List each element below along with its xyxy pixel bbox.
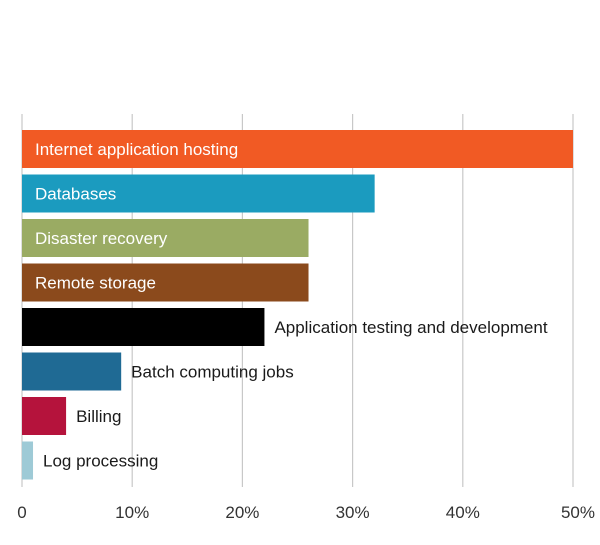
x-tick-label-30: 30% [336,503,370,522]
bar-label-6: Batch computing jobs [131,363,294,382]
bar-label-5: Application testing and development [274,318,547,337]
bar-label-7: Billing [76,407,121,426]
bar-label-3: Disaster recovery [35,229,168,248]
bar-label-4: Remote storage [35,274,156,293]
bar-6 [22,352,122,391]
bar-7 [22,397,67,435]
x-tick-label-0: 0 [17,503,26,522]
bar-5 [22,308,265,346]
bar-label-1: Internet application hosting [35,140,238,159]
x-tick-label-40: 40% [446,503,480,522]
bar-8 [22,441,34,480]
x-tick-label-20: 20% [225,503,259,522]
bar-1 [22,130,573,168]
x-tick-label-10: 10% [115,503,149,522]
x-tick-label-50: 50% [561,503,595,522]
bar-3 [22,219,309,257]
bar-2 [22,174,375,213]
bar-label-8: Log processing [43,452,158,471]
bar-label-2: Databases [35,185,116,204]
bar-4 [22,263,309,302]
